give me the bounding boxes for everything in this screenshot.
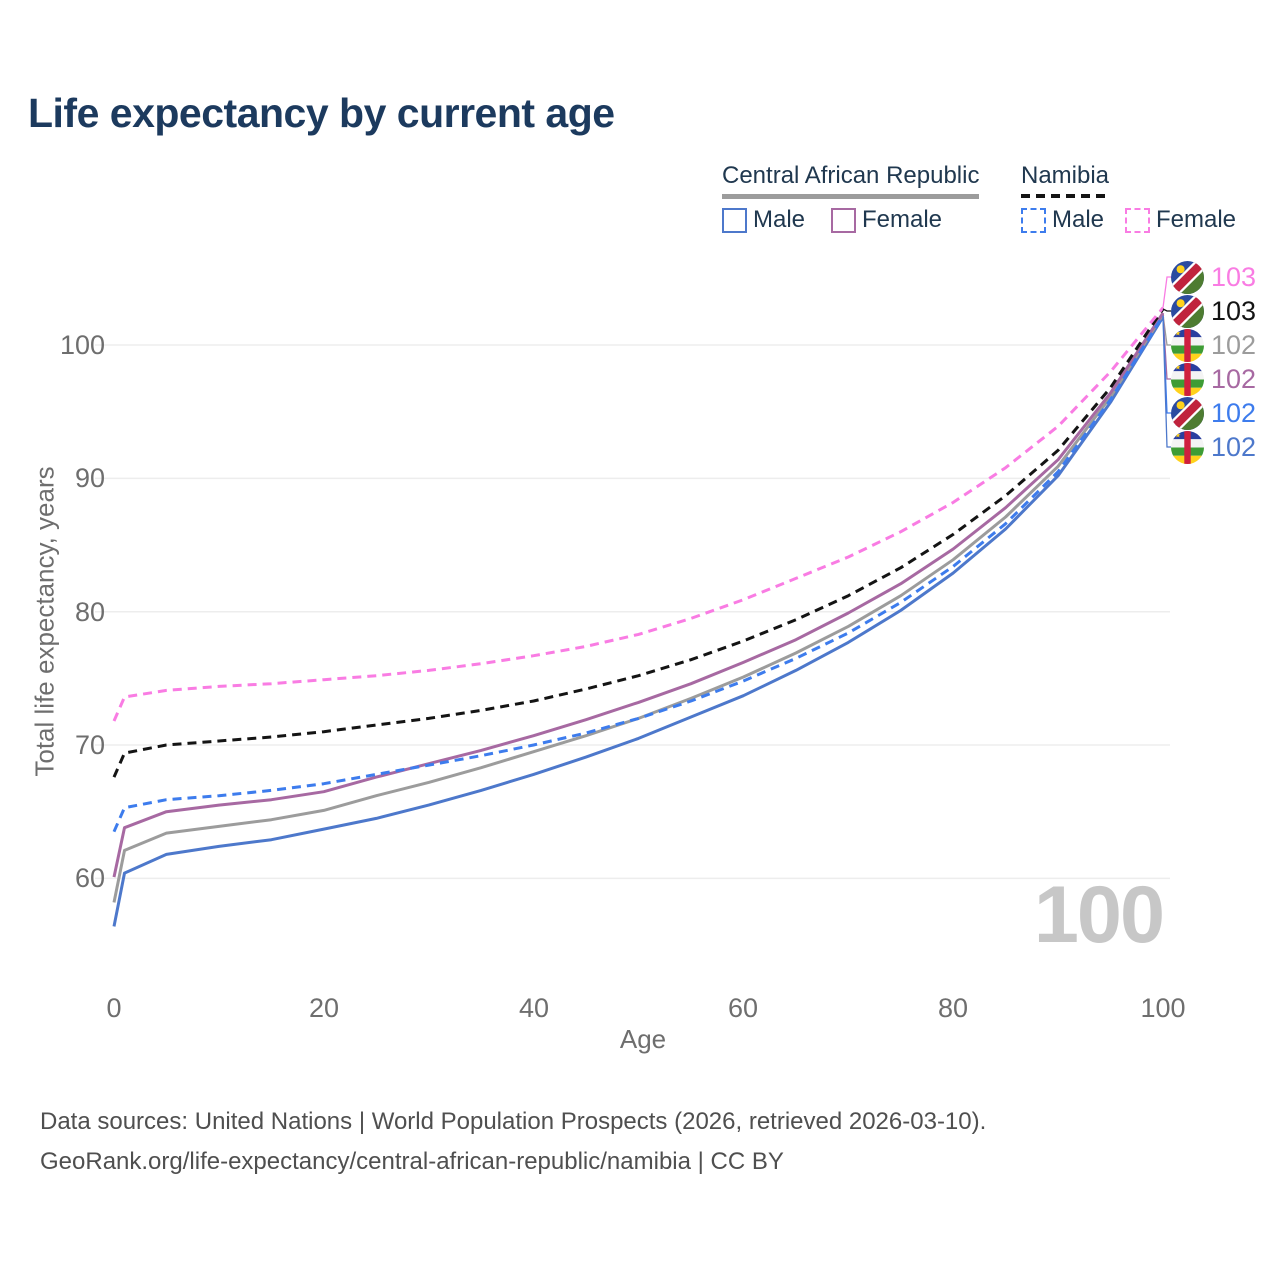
end-label-row-car-total: 102	[1171, 328, 1256, 362]
end-value-label: 102	[1211, 431, 1257, 462]
end-value-label: 102	[1211, 397, 1257, 428]
y-tick-label-70: 70	[74, 730, 105, 760]
series-line-namibia-male[interactable]	[112, 314, 1165, 833]
x-tick-label-100: 100	[1140, 993, 1186, 1023]
footer-data-sources: Data sources: United Nations | World Pop…	[40, 1108, 987, 1135]
y-tick-label-100: 100	[59, 330, 105, 360]
namibia-flag-icon	[1171, 261, 1204, 294]
end-value-label: 102	[1211, 363, 1257, 394]
series-line-namibia-female[interactable]	[112, 306, 1165, 722]
car-flag-icon	[1171, 363, 1204, 396]
series-line-car-total[interactable]	[112, 313, 1165, 903]
legend-group-label: Central African Republic	[722, 162, 980, 189]
namibia-flag-icon	[1171, 295, 1204, 328]
legend-swatch-namibia-female[interactable]	[1125, 207, 1150, 233]
car-flag-icon	[1171, 431, 1204, 464]
legend-item-label: Female	[1156, 206, 1237, 233]
series-line-namibia-total[interactable]	[112, 308, 1165, 778]
end-label-row-namibia-total: 103	[1171, 294, 1256, 328]
leader-line-namibia-total	[1162, 308, 1171, 312]
x-tick-label-80: 80	[937, 993, 969, 1023]
legend-item-car-female[interactable]: Female	[831, 206, 942, 234]
series-line-car-female[interactable]	[112, 312, 1165, 878]
end-value-label: 103	[1211, 295, 1257, 326]
footer-url: GeoRank.org/life-expectancy/central-afri…	[40, 1148, 784, 1175]
end-label-row-namibia-female: 103	[1171, 260, 1256, 294]
legend-item-label: Female	[862, 206, 943, 233]
legend-item-car-male[interactable]: Male	[722, 206, 805, 234]
x-tick-label-0: 0	[106, 993, 122, 1023]
legend-item-namibia-female[interactable]: Female	[1125, 206, 1236, 234]
legend-item-namibia-male[interactable]: Male	[1021, 206, 1104, 234]
leader-line-car-male	[1162, 316, 1171, 448]
legend-item-label: Male	[1052, 206, 1105, 233]
legend-line-sample-dashed	[1021, 194, 1110, 199]
leader-line-namibia-female	[1162, 276, 1171, 308]
namibia-flag-icon	[1171, 397, 1204, 430]
y-tick-label-60: 60	[74, 863, 105, 893]
end-label-row-car-male: 102	[1171, 430, 1256, 464]
x-tick-label-60: 60	[727, 993, 759, 1023]
car-flag-icon	[1171, 329, 1204, 362]
legend-group-central-african-republic[interactable]: Central African Republic	[722, 162, 980, 200]
legend-group-label: Namibia	[1021, 162, 1110, 189]
y-tick-label-80: 80	[74, 597, 105, 627]
age-watermark-label: 100	[1033, 870, 1165, 960]
legend-swatch-car-male[interactable]	[722, 207, 747, 233]
end-label-row-car-female: 102	[1171, 362, 1256, 396]
y-axis-title: Total life expectancy, years	[29, 466, 60, 777]
series-line-car-male[interactable]	[112, 316, 1165, 927]
legend-swatch-namibia-male[interactable]	[1021, 207, 1046, 233]
legend-item-label: Male	[753, 206, 806, 233]
legend-group-namibia[interactable]: Namibia	[1021, 162, 1110, 199]
page-title: Life expectancy by current age	[28, 90, 615, 136]
end-label-row-namibia-male: 102	[1171, 396, 1256, 430]
x-axis-title: Age	[619, 1024, 667, 1054]
end-value-label: 102	[1211, 329, 1257, 360]
y-tick-label-90: 90	[74, 463, 105, 493]
x-tick-label-40: 40	[518, 993, 550, 1023]
legend-swatch-car-female[interactable]	[831, 207, 856, 233]
x-tick-label-20: 20	[308, 993, 340, 1023]
end-value-label: 103	[1211, 261, 1257, 292]
legend-line-sample-solid	[722, 194, 980, 200]
